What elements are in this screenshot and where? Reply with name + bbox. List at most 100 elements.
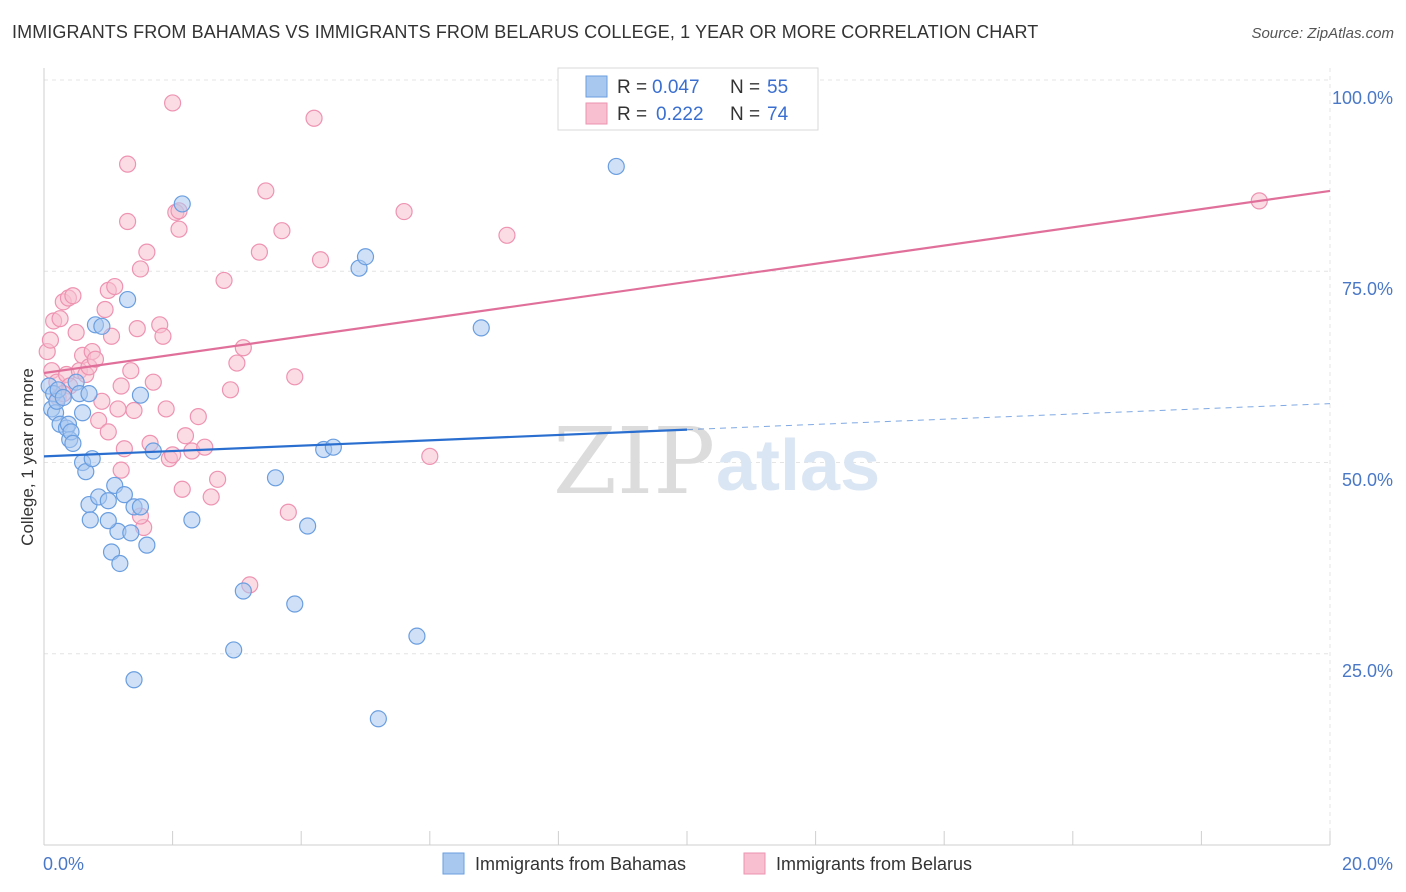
bahamas-point	[225, 641, 243, 659]
belarus-point	[234, 339, 252, 357]
bahamas-point	[356, 248, 375, 266]
belarus-trendline	[43, 189, 1331, 375]
belarus-point	[138, 243, 156, 261]
legend-swatch-belarus	[585, 102, 608, 125]
y-tick-label: 25.0%	[1342, 661, 1393, 681]
belarus-point	[118, 212, 137, 231]
bahamas-point	[131, 386, 150, 404]
belarus-point	[498, 226, 516, 244]
legend-bottom-swatch-belarus	[743, 852, 766, 875]
belarus-point	[209, 470, 227, 488]
belarus-point	[122, 362, 140, 380]
belarus-point	[286, 368, 304, 386]
belarus-point	[125, 401, 143, 420]
legend-r-value: 0.222	[656, 104, 704, 125]
belarus-point	[221, 381, 240, 399]
bahamas-point	[408, 627, 426, 645]
bahamas-point	[472, 319, 490, 337]
bahamas-point	[81, 511, 99, 529]
bahamas-point	[93, 317, 111, 335]
bahamas-point	[115, 486, 133, 504]
legend-n-label: N =	[730, 104, 760, 125]
y-tick-label: 75.0%	[1342, 279, 1393, 299]
belarus-point	[93, 392, 111, 410]
belarus-point	[250, 243, 269, 261]
belarus-point	[305, 109, 323, 127]
belarus-point	[112, 377, 130, 395]
legend-swatch-bahamas	[585, 75, 608, 98]
bahamas-trendline	[43, 428, 688, 458]
x-ticks	[43, 831, 1331, 845]
belarus-point	[228, 354, 246, 372]
bahamas-point	[369, 710, 387, 728]
belarus-point	[106, 277, 124, 296]
belarus-point	[395, 202, 413, 221]
bahamas-point	[286, 595, 304, 613]
bahamas-point	[234, 582, 252, 600]
source-label: Source: ZipAtlas.com	[1251, 25, 1394, 42]
watermark-zip: ZIP	[553, 408, 715, 515]
legend-bottom-label-belarus: Immigrants from Belarus	[776, 854, 972, 874]
watermark-atlas: atlas	[716, 426, 880, 506]
legend-n-label: N =	[730, 77, 760, 98]
chart-title: IMMIGRANTS FROM BAHAMAS VS IMMIGRANTS FR…	[12, 22, 1039, 42]
bahamas-point	[173, 195, 191, 213]
bahamas-point	[131, 498, 150, 516]
trendlines	[43, 189, 1331, 458]
belarus-point	[99, 423, 117, 441]
belarus-point	[109, 400, 127, 418]
legend-bottom: Immigrants from Bahamas Immigrants from …	[442, 852, 972, 875]
belarus-points	[38, 94, 1268, 594]
belarus-point	[202, 488, 220, 506]
belarus-point	[164, 446, 182, 464]
bahamas-trendline-extension	[686, 403, 1331, 431]
belarus-point	[257, 182, 275, 200]
bahamas-point	[54, 388, 72, 407]
legend-top: R = 0.047 N = 55 R = 0.222 N = 74	[557, 67, 819, 131]
belarus-point	[112, 461, 130, 479]
bahamas-point	[73, 404, 92, 422]
belarus-point	[128, 320, 146, 338]
belarus-point	[51, 310, 69, 328]
belarus-point	[215, 271, 233, 290]
bahamas-point	[125, 671, 143, 689]
bahamas-point	[111, 554, 129, 573]
bahamas-point	[324, 438, 342, 456]
belarus-point	[144, 373, 162, 391]
bahamas-point	[99, 512, 117, 530]
belarus-point	[154, 327, 172, 345]
belarus-point	[118, 155, 137, 173]
belarus-point	[196, 438, 214, 456]
legend-r-label: R =	[617, 77, 647, 98]
legend-bottom-swatch-bahamas	[442, 852, 465, 875]
belarus-point	[176, 427, 195, 445]
bahamas-point	[266, 469, 285, 487]
bahamas-point	[607, 157, 625, 176]
legend-r-label: R =	[617, 104, 647, 125]
bahamas-point	[299, 517, 317, 535]
belarus-point	[64, 287, 82, 305]
bahamas-point	[118, 290, 137, 309]
belarus-point	[96, 300, 114, 319]
y-tick-label: 100.0%	[1332, 88, 1393, 108]
bahamas-point	[138, 536, 156, 554]
legend-r-value: 0.047	[652, 77, 700, 98]
legend-bottom-label-bahamas: Immigrants from Bahamas	[475, 854, 686, 874]
belarus-point	[273, 222, 291, 240]
bahamas-point	[102, 543, 121, 561]
belarus-point	[421, 447, 439, 465]
y-axis-label: College, 1 year or more	[18, 368, 37, 546]
belarus-point	[67, 323, 85, 342]
belarus-point	[189, 408, 207, 426]
bahamas-point	[99, 492, 117, 510]
belarus-point	[311, 251, 330, 269]
legend-n-value: 74	[767, 104, 789, 125]
x-tick-label-min: 0.0%	[43, 854, 84, 874]
belarus-point	[279, 503, 297, 521]
y-tick-labels: 100.0% 75.0% 50.0% 25.0%	[1332, 88, 1393, 681]
x-tick-label-max: 20.0%	[1342, 854, 1393, 874]
y-tick-label: 50.0%	[1342, 470, 1393, 490]
bahamas-point	[64, 434, 82, 452]
belarus-point	[164, 94, 182, 112]
